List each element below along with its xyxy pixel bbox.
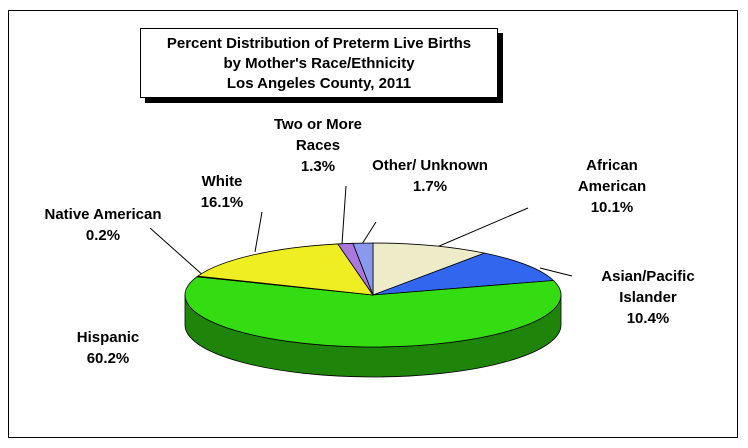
- leader-line: [254, 211, 263, 253]
- slice-label: African American 10.1%: [552, 155, 672, 218]
- slice-label: Native American 0.2%: [33, 204, 173, 246]
- slice-label: Two or More Races 1.3%: [258, 114, 378, 177]
- title-line: Percent Distribution of Preterm Live Bir…: [166, 35, 472, 52]
- slice-value: 1.3%: [300, 158, 336, 175]
- slice-name: African American: [577, 157, 647, 195]
- pie-slice: [372, 252, 555, 296]
- leader-line: [539, 267, 573, 277]
- slice-value: 10.1%: [590, 199, 634, 216]
- chart-frame: [8, 10, 738, 438]
- slice-value: 10.4%: [626, 310, 670, 327]
- pie-slice: [352, 242, 374, 296]
- slice-label: Other/ Unknown 1.7%: [370, 155, 490, 197]
- slice-label: Hispanic 60.2%: [38, 327, 178, 369]
- slice-value: 1.7%: [412, 178, 448, 195]
- pie-slice: [372, 242, 486, 296]
- slice-value: 60.2%: [86, 350, 130, 367]
- leader-line: [429, 207, 529, 251]
- slice-label: Asian/Pacific Islander 10.4%: [588, 266, 708, 329]
- leader-line: [149, 227, 206, 278]
- slice-name: Two or More Races: [273, 116, 363, 154]
- slice-value: 0.2%: [85, 227, 121, 244]
- slice-name: Hispanic: [76, 329, 140, 346]
- leader-line: [361, 221, 377, 245]
- pie-slice: [184, 276, 562, 348]
- slice-name: Other/ Unknown: [372, 157, 488, 174]
- title-line: by Mother's Race/Ethnicity: [223, 55, 415, 72]
- slice-name: Native American: [44, 206, 162, 223]
- slice-name: Asian/Pacific Islander: [601, 268, 695, 306]
- slice-value: 16.1%: [200, 194, 244, 211]
- title-line: Los Angeles County, 2011: [226, 75, 412, 92]
- leader-lines: [149, 185, 573, 278]
- slice-label: White 16.1%: [152, 171, 292, 213]
- leader-line: [341, 185, 347, 245]
- chart-title: Percent Distribution of Preterm Live Bir…: [140, 28, 498, 98]
- pie-slice: [196, 243, 374, 296]
- slice-name: White: [201, 173, 243, 190]
